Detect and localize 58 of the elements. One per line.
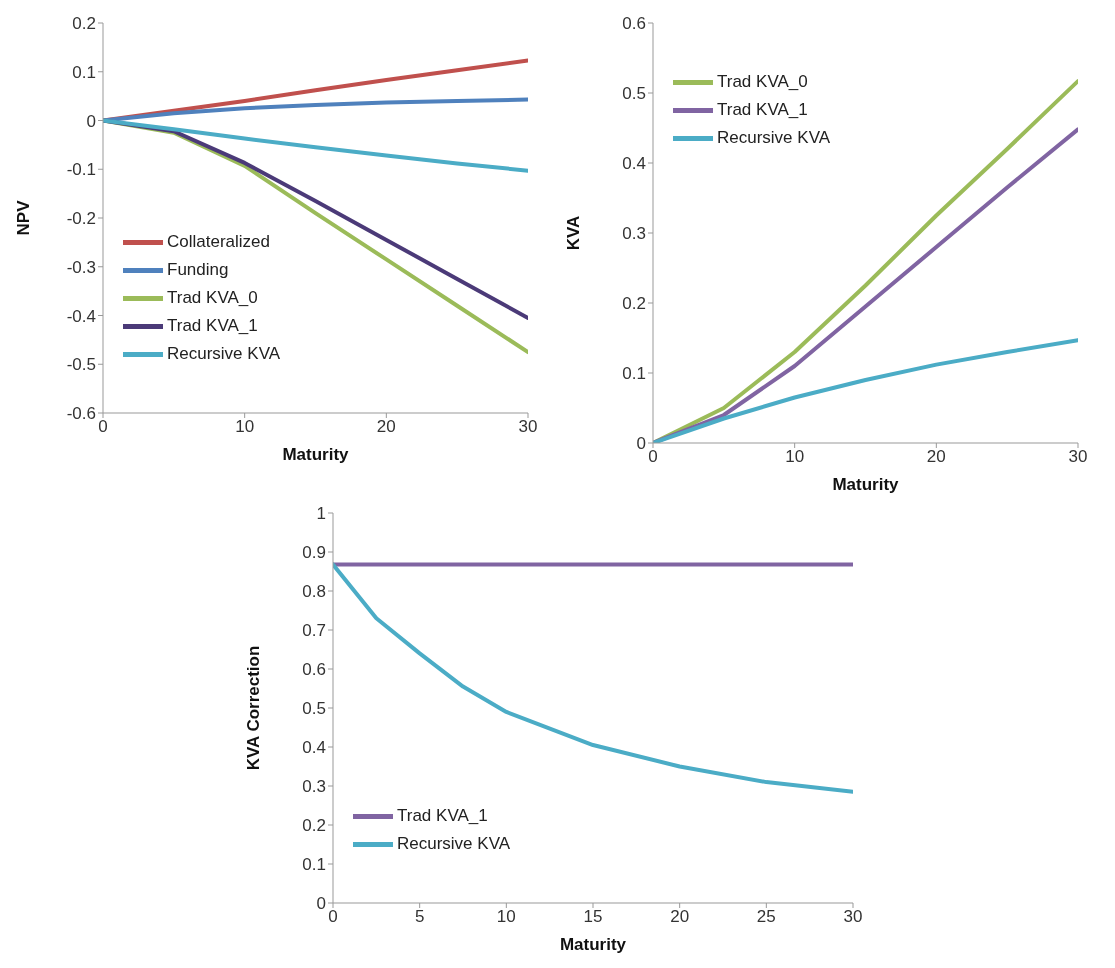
y-tick-label: 0.7	[302, 621, 326, 641]
y-tick-label: -0.3	[66, 257, 96, 277]
y-axis-title: KVA	[564, 215, 584, 251]
y-tick-label: 0.5	[622, 84, 646, 104]
y-tick-label: 0.4	[622, 154, 646, 174]
y-axis-title: NPV	[14, 199, 34, 236]
x-tick-label: 10	[785, 447, 805, 467]
x-tick-label: 20	[926, 447, 946, 467]
x-tick-label: 20	[670, 907, 690, 927]
legend-label: Trad KVA_1	[167, 316, 258, 336]
x-axis-title: Maturity	[282, 445, 350, 464]
y-tick-label: 0.4	[302, 738, 326, 758]
line-series	[103, 97, 528, 123]
x-tick-label: 5	[414, 907, 425, 927]
y-tick-label: -0.6	[66, 404, 96, 424]
x-tick-label: 30	[518, 417, 538, 437]
y-tick-label: 0.6	[302, 660, 326, 680]
y-axis-title: KVA Correction	[244, 645, 264, 771]
x-tick-label: 15	[583, 907, 603, 927]
x-tick-label: 10	[235, 417, 255, 437]
y-tick-label: 0.5	[302, 699, 326, 719]
x-axis-title: Maturity	[832, 475, 900, 494]
x-tick-label: 20	[376, 417, 396, 437]
legend-label: Recursive KVA	[717, 128, 831, 148]
y-tick-label: 0.3	[302, 777, 326, 797]
x-tick-label: 30	[843, 907, 863, 927]
y-tick-label: 1	[316, 504, 326, 524]
y-tick-label: 0.2	[72, 14, 96, 34]
y-tick-label: -0.4	[66, 306, 96, 326]
legend-label: Funding	[167, 260, 229, 280]
line-series	[333, 562, 853, 794]
y-tick-label: -0.2	[66, 209, 96, 229]
y-tick-label: 0.8	[302, 582, 326, 602]
y-tick-label: 0.2	[302, 816, 326, 836]
legend-label: Trad KVA_0	[717, 72, 808, 92]
y-tick-label: 0.6	[622, 14, 646, 34]
y-tick-label: 0.1	[72, 62, 96, 82]
y-tick-label: 0	[316, 894, 326, 914]
line-series	[103, 118, 528, 173]
y-tick-label: -0.1	[66, 160, 96, 180]
x-axis-title: Maturity	[559, 935, 627, 954]
y-tick-label: 0.9	[302, 543, 326, 563]
y-tick-label: 0.1	[622, 364, 646, 384]
legend-label: Collateralized	[167, 232, 270, 252]
legend-label: Recursive KVA	[167, 344, 281, 364]
legend-label: Trad KVA_0	[167, 288, 258, 308]
y-tick-label: 0.2	[622, 294, 646, 314]
y-tick-label: 0.1	[302, 855, 326, 875]
y-tick-label: 0	[86, 111, 96, 131]
legend-label: Trad KVA_1	[397, 806, 488, 826]
y-tick-label: -0.5	[66, 355, 96, 375]
x-tick-label: 30	[1068, 447, 1088, 467]
y-tick-label: 0	[636, 434, 646, 454]
x-tick-label: 10	[496, 907, 516, 927]
legend-label: Recursive KVA	[397, 834, 511, 854]
x-tick-label: 25	[756, 907, 776, 927]
y-tick-label: 0.3	[622, 224, 646, 244]
legend-label: Trad KVA_1	[717, 100, 808, 120]
